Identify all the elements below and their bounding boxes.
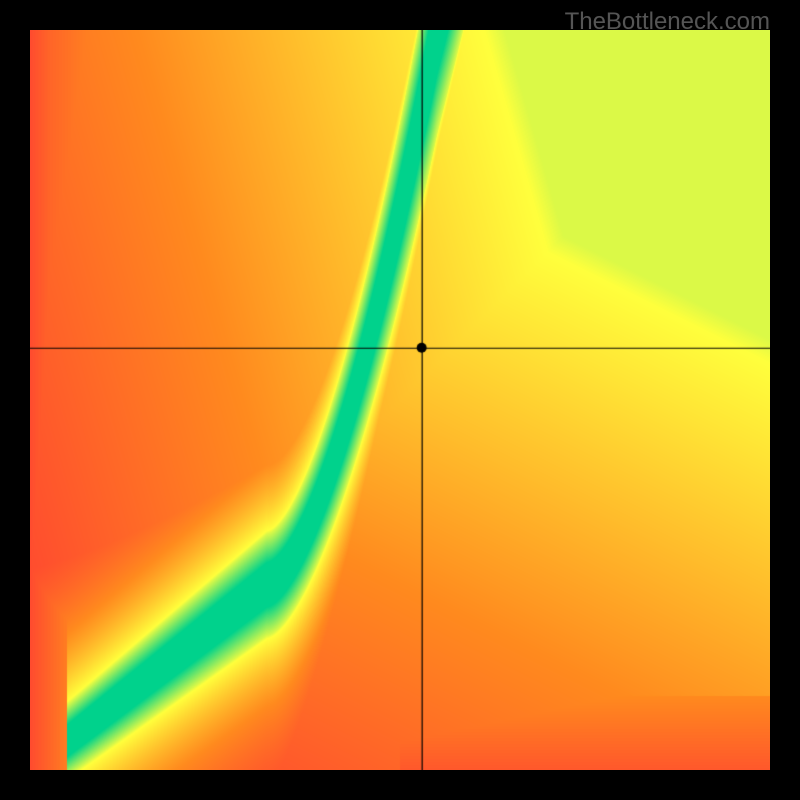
chart-container: TheBottleneck.com xyxy=(0,0,800,800)
plot-area xyxy=(30,30,770,770)
watermark-text: TheBottleneck.com xyxy=(565,8,770,36)
heatmap-canvas xyxy=(30,30,770,770)
